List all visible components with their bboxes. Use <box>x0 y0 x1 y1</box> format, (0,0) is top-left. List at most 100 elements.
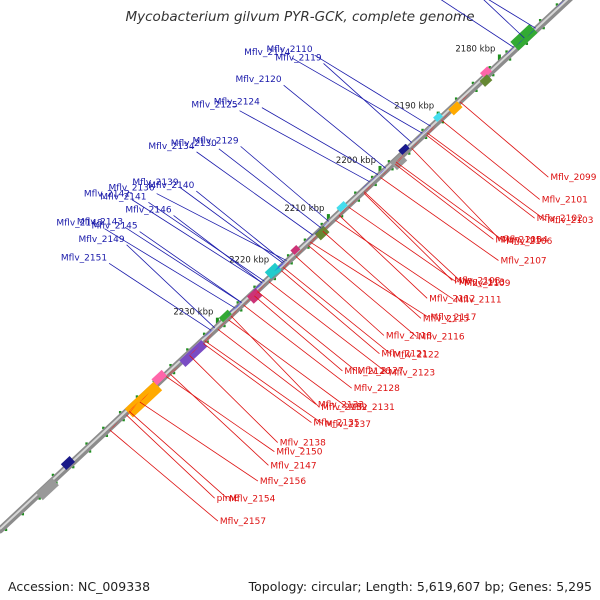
reverse-gene-arrow <box>394 152 406 163</box>
forward-gene-arrow <box>555 0 565 9</box>
outer-forward-track-dot <box>202 332 206 336</box>
forward-gene-leader <box>314 54 431 127</box>
reverse-gene-arrow <box>267 272 279 283</box>
forward-gene-leader <box>283 84 386 169</box>
reverse-gene-label: Mflv_2156 <box>260 477 306 487</box>
outer-reverse-track-dot <box>475 89 478 93</box>
reverse-gene-label: Mflv_2123 <box>389 369 435 379</box>
outer-reverse-track-dot <box>105 434 109 437</box>
forward-gene-leader <box>126 244 215 329</box>
outer-reverse-track-dot <box>508 58 512 61</box>
reverse-gene-leader <box>268 281 388 373</box>
reverse-gene-leader <box>257 291 356 371</box>
outer-forward-track-dot <box>354 191 357 194</box>
reverse-gene-arrow <box>363 182 374 193</box>
outer-reverse-track-dot <box>408 152 411 155</box>
forward-gene-leader <box>261 107 379 175</box>
backbone-group <box>0 0 573 534</box>
reverse-gene-leader <box>338 215 428 299</box>
outer-reverse-track-dot <box>88 450 92 453</box>
reverse-gene-arrow <box>309 232 320 244</box>
feature-block <box>336 201 348 213</box>
reverse-gene-label: Mflv_2102 <box>537 214 583 224</box>
outer-forward-track-dot <box>488 66 491 69</box>
reverse-gene-leader <box>364 191 463 284</box>
reverse-gene-label: Mflv_2106 <box>506 237 552 247</box>
tick-mark <box>215 317 219 324</box>
forward-gene-leader <box>180 187 283 264</box>
reverse-gene-arrow <box>127 401 139 413</box>
forward-gene-arrow <box>205 327 216 337</box>
forward-gene-label: Mflv_2148 <box>56 219 102 229</box>
reverse-gene-label: Mflv_2111 <box>455 295 501 305</box>
reverse-gene-leader <box>295 256 385 336</box>
forward-gene-arrow <box>225 307 236 317</box>
reverse-gene-arrow <box>410 138 422 150</box>
forward-gene-arrow <box>421 125 432 136</box>
reverse-gene-arrow <box>426 123 437 134</box>
reverse-gene-label: Mflv_2101 <box>542 195 588 205</box>
feature-block <box>479 74 493 87</box>
reverse-gene-leader <box>380 177 499 261</box>
reverse-gene-arrow <box>125 405 137 417</box>
reverse-gene-leader <box>395 164 494 240</box>
feature-block <box>264 262 282 280</box>
forward-gene-label: Mflv_2134 <box>148 142 194 152</box>
outer-forward-track-dot <box>538 19 542 22</box>
feature-block <box>218 309 232 323</box>
reverse-gene-label: Mflv_2112 <box>429 294 475 304</box>
forward-gene-arrow <box>402 141 413 152</box>
reverse-gene-label: Mflv_2103 <box>547 216 593 226</box>
forward-gene-arrow <box>232 301 243 312</box>
forward-gene-arrow <box>253 282 264 292</box>
forward-gene-leader <box>108 262 212 331</box>
outer-reverse-track-dot <box>273 277 277 281</box>
reverse-gene-label: Mflv_2147 <box>270 461 316 471</box>
outer-forward-track-dot <box>85 442 88 445</box>
feature-block <box>290 245 301 255</box>
forward-gene-leader <box>218 148 322 229</box>
forward-gene-label: Mflv_2149 <box>78 235 124 245</box>
outer-reverse-track-dot <box>424 136 428 140</box>
outer-forward-track-dot <box>102 426 105 430</box>
reverse-gene-label: Mflv_2107 <box>500 257 546 267</box>
outer-forward-track-dot <box>421 128 424 132</box>
reverse-gene-label: Mflv_2099 <box>550 173 596 183</box>
reverse-gene-leader <box>363 193 453 281</box>
forward-gene-leader <box>488 0 536 29</box>
reverse-gene-leader <box>411 148 500 240</box>
forward-gene-arrow <box>360 181 371 191</box>
forward-gene-label: Mflv_2120 <box>235 75 281 85</box>
outer-forward-track-dot <box>320 222 323 226</box>
outer-reverse-track-dot <box>340 215 344 218</box>
outer-reverse-track-dot <box>122 418 125 422</box>
reverse-gene-arrow <box>379 167 390 179</box>
reverse-gene-leader <box>348 206 457 283</box>
reverse-gene-label: Mflv_2117 <box>430 313 476 323</box>
outer-forward-track-dot <box>303 238 307 241</box>
outer-forward-track-dot <box>186 348 189 351</box>
forward-gene-leader <box>196 190 285 263</box>
forward-gene-arrow <box>277 260 288 270</box>
reverse-gene-leader <box>281 270 380 355</box>
outer-forward-track-dot <box>253 285 256 288</box>
forward-gene-leader <box>131 199 263 284</box>
forward-gene-label: Mflv_2145 <box>91 222 137 232</box>
outer-forward-track-dot <box>370 175 374 179</box>
reverse-gene-label: Mflv_2113 <box>459 278 505 288</box>
reverse-gene-label: Mflv_2108 <box>454 276 500 286</box>
outer-reverse-track-dot <box>72 465 75 469</box>
forward-gene-arrow <box>319 220 330 231</box>
reverse-gene-label: Mflv_2135 <box>313 419 359 429</box>
forward-gene-label: Mflv_2140 <box>148 181 194 191</box>
feature-block <box>179 339 208 368</box>
feature-block <box>124 381 163 418</box>
reverse-gene-leader <box>170 374 269 466</box>
reverse-gene-leader <box>395 161 505 242</box>
reverse-gene-label: Mflv_2157 <box>220 517 266 527</box>
reverse-gene-leader <box>427 132 546 221</box>
forward-gene-label: Mflv_2124 <box>214 98 260 108</box>
tick-label: 2200 kbp <box>336 156 376 166</box>
reverse-gene-arrow <box>321 221 333 233</box>
reverse-gene-arrow <box>459 92 470 104</box>
